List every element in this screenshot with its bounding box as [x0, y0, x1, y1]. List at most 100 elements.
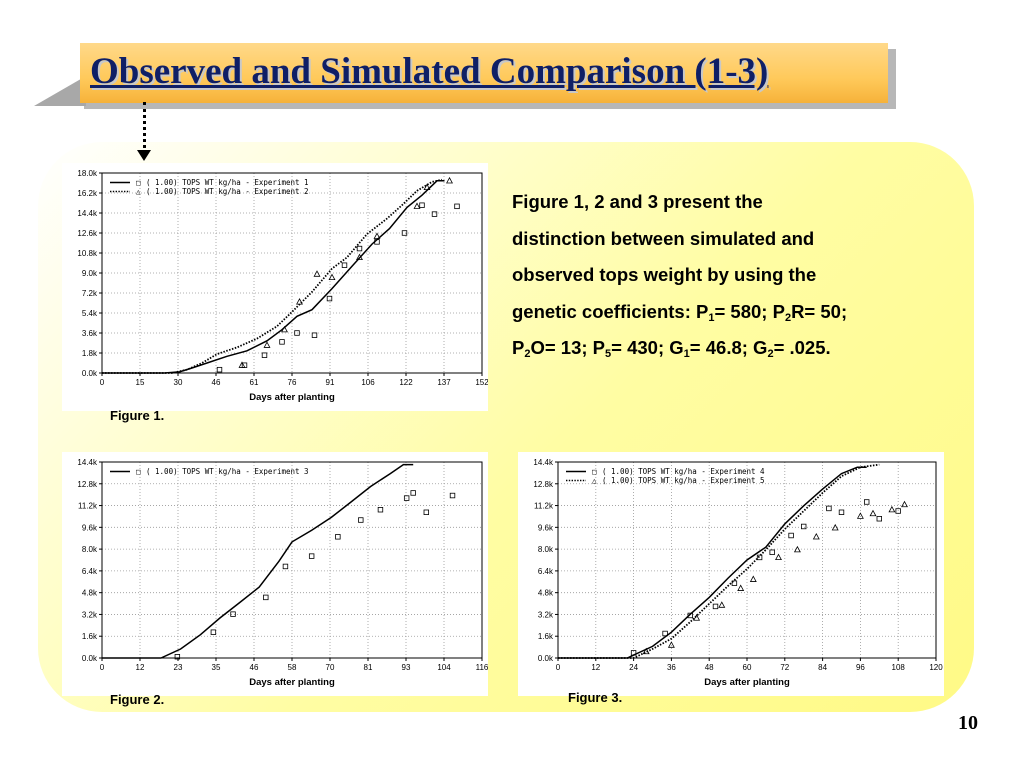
- simulated-line-solid: [102, 463, 414, 659]
- observed-point-square: [876, 516, 882, 522]
- x-tick-label: 116: [476, 663, 488, 672]
- observed-point-triangle: [812, 532, 820, 540]
- y-tick-label: 4.8k: [82, 589, 98, 598]
- observed-point-triangle: [856, 512, 864, 519]
- slide-title: Observed and Simulated Comparison (1-3): [90, 51, 769, 92]
- observed-point-triangle: [901, 500, 908, 508]
- y-tick-label: 9.6k: [82, 523, 98, 532]
- simulated-line-dotted: [102, 178, 443, 374]
- y-tick-label: 12.6k: [77, 229, 98, 238]
- observed-point-square: [401, 230, 408, 236]
- observed-point-triangle: [831, 523, 839, 531]
- description-line: P2O= 13; P5= 430; G1= 46.8; G2= .025.: [512, 330, 962, 367]
- observed-point-triangle: [749, 575, 757, 582]
- observed-point-square: [356, 245, 363, 252]
- observed-point-square: [263, 594, 269, 601]
- observed-point-square: [210, 629, 217, 635]
- dotted-connector: [143, 102, 146, 154]
- x-tick-label: 0: [100, 378, 105, 387]
- y-tick-label: 0.0k: [538, 654, 554, 663]
- x-tick-label: 108: [892, 663, 906, 672]
- subscript: 2: [524, 348, 531, 360]
- description-line: observed tops weight by using the: [512, 264, 817, 285]
- observed-point-triangle: [775, 553, 782, 561]
- observed-point-triangle: [737, 584, 745, 591]
- figure-2-plot: 0 12 23 35 46 58 70 81 93 104 116 0.0k 1.6k 3.2k 4.8k 6…: [77, 458, 488, 688]
- x-tick-label: 12: [591, 663, 600, 672]
- x-tick-label: 35: [212, 663, 221, 672]
- text-fragment: R= 50;: [791, 300, 848, 322]
- observed-point-square: [662, 630, 668, 637]
- observed-point-square: [454, 203, 460, 210]
- observed-point-square: [326, 295, 333, 302]
- x-axis-label: Days after planting: [249, 677, 335, 688]
- x-tick-label: 60: [743, 663, 752, 672]
- x-axis-label: Days after planting: [249, 392, 335, 403]
- legend-entry: ( 1.00) TOPS WT kg/ha - Experiment 4: [602, 467, 765, 476]
- observed-point-triangle: [642, 647, 650, 655]
- observed-point-square: [377, 507, 384, 513]
- y-tick-label: 9.6k: [538, 523, 554, 532]
- x-tick-label: 12: [136, 663, 145, 672]
- observed-point-triangle: [446, 176, 453, 184]
- y-tick-label: 3.2k: [538, 610, 554, 619]
- y-tick-label: 6.4k: [82, 567, 98, 576]
- y-tick-label: 8.0k: [82, 545, 98, 554]
- observed-point-triangle: [263, 341, 271, 348]
- y-tick-label: 6.4k: [538, 567, 554, 576]
- observed-point-triangle: [313, 270, 321, 277]
- observed-point-square: [216, 366, 223, 373]
- y-tick-label: 11.2k: [534, 502, 554, 511]
- observed-point-triangle: [869, 509, 877, 517]
- x-tick-label: 15: [136, 378, 145, 387]
- legend-marker: △: [136, 187, 141, 196]
- x-axis-label: Days after planting: [704, 677, 790, 688]
- legend-marker: □: [592, 467, 597, 476]
- observed-point-triangle: [328, 273, 336, 281]
- y-tick-label: 14.4k: [77, 209, 98, 218]
- x-tick-label: 93: [402, 663, 411, 672]
- observed-point-square: [261, 352, 268, 358]
- subscript: 2: [767, 348, 774, 360]
- x-tick-label: 46: [250, 663, 259, 672]
- legend-marker: □: [136, 178, 141, 187]
- x-tick-label: 106: [361, 378, 375, 387]
- observed-point-triangle: [718, 601, 726, 608]
- subscript: 1: [708, 311, 715, 324]
- observed-point-square: [174, 654, 181, 660]
- x-tick-label: 23: [174, 663, 183, 672]
- y-tick-label: 1.6k: [82, 632, 98, 641]
- x-tick-label: 81: [364, 663, 373, 672]
- observed-point-square: [341, 262, 348, 268]
- x-tick-label: 96: [856, 663, 865, 672]
- observed-point-square: [769, 549, 775, 555]
- simulated-line-solid: [558, 466, 867, 659]
- y-tick-label: 1.8k: [82, 349, 98, 358]
- figure-3-caption: Figure 3.: [568, 690, 623, 705]
- observed-point-square: [419, 202, 425, 208]
- observed-point-square: [294, 330, 300, 336]
- observed-point-triangle: [793, 545, 801, 553]
- x-tick-label: 76: [288, 378, 297, 387]
- observed-point-triangle: [888, 505, 896, 513]
- subscript: 5: [605, 348, 612, 360]
- y-tick-label: 10.8k: [77, 249, 98, 258]
- legend-marker: □: [136, 467, 141, 476]
- y-tick-label: 1.6k: [538, 632, 554, 641]
- x-tick-label: 120: [929, 663, 943, 672]
- text-fragment: O= 13; P: [530, 337, 606, 358]
- observed-point-triangle: [238, 361, 246, 368]
- arrow-down-icon: [137, 150, 151, 161]
- y-tick-label: 0.0k: [82, 654, 98, 663]
- y-tick-label: 8.0k: [538, 545, 554, 554]
- observed-point-square: [630, 650, 637, 656]
- observed-point-square: [838, 509, 845, 515]
- observed-point-triangle: [693, 614, 701, 621]
- observed-point-triangle: [281, 325, 288, 333]
- observed-point-square: [863, 499, 870, 505]
- x-tick-label: 30: [174, 378, 183, 387]
- figure-2-chart: 0 12 23 35 46 58 70 81 93 104 116 0.0k 1.6k 3.2k 4.8k 6…: [62, 452, 488, 696]
- y-tick-label: 14.4k: [533, 458, 554, 467]
- observed-point-square: [800, 523, 807, 530]
- figure-2-caption: Figure 2.: [110, 692, 165, 707]
